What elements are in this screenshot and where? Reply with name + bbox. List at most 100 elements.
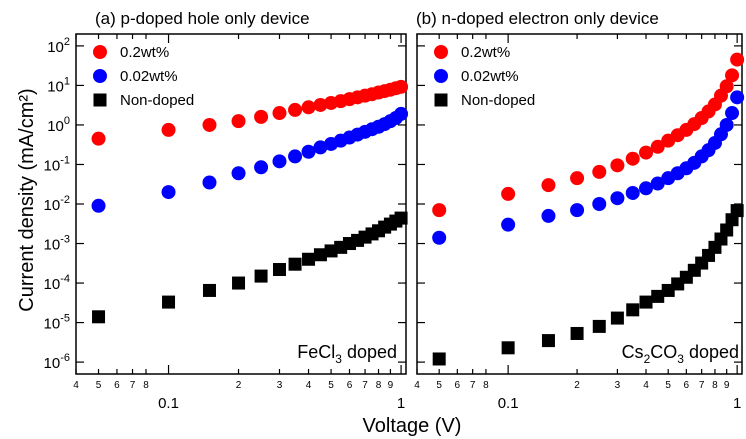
data-point xyxy=(626,303,640,317)
y-tick-label: 10-4 xyxy=(44,273,70,293)
data-point xyxy=(91,198,106,213)
legend-marker xyxy=(434,93,448,107)
data-point xyxy=(501,341,515,355)
data-point xyxy=(302,252,316,266)
x-tick-label: 0.1 xyxy=(498,395,519,412)
data-point xyxy=(625,185,640,200)
panel-a-marks xyxy=(91,79,409,324)
y-tick-label: 10-3 xyxy=(44,234,70,254)
data-point xyxy=(650,176,665,191)
data-point xyxy=(719,117,734,132)
legend-label: 0.2wt% xyxy=(461,44,510,61)
x-tick-label: 8 xyxy=(376,380,382,391)
data-point xyxy=(288,102,303,117)
x-tick-label: 9 xyxy=(724,380,730,391)
x-tick-label: 4 xyxy=(414,380,420,391)
data-point xyxy=(610,158,625,173)
data-point xyxy=(501,186,516,201)
y-tick-label: 100 xyxy=(47,115,70,135)
data-point xyxy=(231,166,246,181)
data-point xyxy=(254,269,268,283)
data-point xyxy=(725,106,740,121)
data-point xyxy=(720,223,734,237)
panel-a-frame xyxy=(75,33,407,375)
data-point xyxy=(232,276,246,290)
data-point xyxy=(592,164,607,179)
x-tick-label: 7 xyxy=(470,380,476,391)
panel-a-ticks: 4 5 6 7 80.12 3 4 5 6 7 8 9110-610-510-410-310-210-… xyxy=(44,34,406,412)
data-point xyxy=(162,295,176,309)
data-point xyxy=(570,171,585,186)
data-point xyxy=(254,160,269,175)
panel-b-marks xyxy=(432,52,745,366)
x-tick-label: 5 xyxy=(328,380,334,391)
legend-marker xyxy=(434,69,448,83)
data-point xyxy=(432,352,446,366)
x-tick-label: 5 xyxy=(665,380,671,391)
data-point xyxy=(288,257,302,271)
y-tick-label: 101 xyxy=(47,75,70,95)
data-point xyxy=(592,197,607,211)
data-point xyxy=(570,326,584,340)
legend-label: 0.02wt% xyxy=(461,68,519,85)
data-point xyxy=(202,117,217,132)
x-tick-label: 2 xyxy=(574,380,580,391)
data-point xyxy=(639,295,653,309)
legend-marker xyxy=(93,69,107,83)
data-point xyxy=(394,211,408,225)
data-point xyxy=(610,311,624,325)
panel-b: 4 5 6 7 80.12 3 4 5 6 7 8 91 0.2wt%0.02wt%Non-doped… xyxy=(414,33,745,412)
data-point xyxy=(161,122,176,137)
x-tick-label: 8 xyxy=(143,380,149,391)
x-tick-label: 4 xyxy=(643,380,649,391)
legend-marker xyxy=(434,45,448,59)
y-tick-label: 10-6 xyxy=(44,352,70,372)
panel-b-title: (b) n-doped electron only device xyxy=(416,9,659,28)
legend-label: Non-doped xyxy=(461,92,535,109)
y-tick-label: 10-1 xyxy=(44,154,70,174)
x-tick-label: 3 xyxy=(277,380,283,391)
panel-b-annotation: Cs2CO3 doped xyxy=(622,342,739,366)
data-point xyxy=(92,310,106,324)
data-point xyxy=(730,90,745,105)
data-point xyxy=(730,204,744,218)
data-point xyxy=(394,106,409,121)
data-point xyxy=(730,52,745,67)
data-point xyxy=(610,191,625,206)
panel-a-annotation: FeCl3 doped xyxy=(297,342,397,366)
data-point xyxy=(541,178,556,193)
data-point xyxy=(272,106,287,121)
x-tick-label: 6 xyxy=(114,380,120,391)
data-point xyxy=(639,181,654,196)
data-point xyxy=(313,140,328,155)
data-point xyxy=(501,217,516,232)
data-point xyxy=(202,175,217,190)
legend-label: 0.02wt% xyxy=(120,68,178,85)
panel-a-legend: 0.2wt% 0.02wt% Non-doped xyxy=(93,44,194,109)
x-tick-label: 9 xyxy=(388,380,394,391)
x-tick-label: 8 xyxy=(712,380,718,391)
data-point xyxy=(432,203,447,218)
x-tick-label: 7 xyxy=(699,380,705,391)
data-point xyxy=(231,114,246,129)
panel-a: 4 5 6 7 80.12 3 4 5 6 7 8 9110-610-510-410-310-210-… xyxy=(44,33,409,412)
data-point xyxy=(394,79,409,94)
data-point xyxy=(541,334,555,348)
data-point xyxy=(725,68,740,83)
x-tick-label: 2 xyxy=(236,380,242,391)
data-point xyxy=(541,208,556,223)
y-tick-label: 10-5 xyxy=(44,313,70,333)
panel-b-legend: 0.2wt% 0.02wt% Non-doped xyxy=(434,44,535,109)
y-axis-title: Current density (mA/cm²) xyxy=(16,88,38,311)
panel-b-ticks: 4 5 6 7 80.12 3 4 5 6 7 8 91 xyxy=(414,34,742,412)
x-tick-label: 1 xyxy=(397,395,405,412)
data-point xyxy=(202,283,216,297)
data-point xyxy=(301,100,316,115)
x-tick-label: 7 xyxy=(130,380,136,391)
x-tick-label: 3 xyxy=(615,380,621,391)
data-point xyxy=(313,248,327,262)
data-point xyxy=(719,79,734,94)
data-point xyxy=(432,230,447,245)
data-point xyxy=(272,263,286,277)
legend-label: Non-doped xyxy=(120,92,194,109)
